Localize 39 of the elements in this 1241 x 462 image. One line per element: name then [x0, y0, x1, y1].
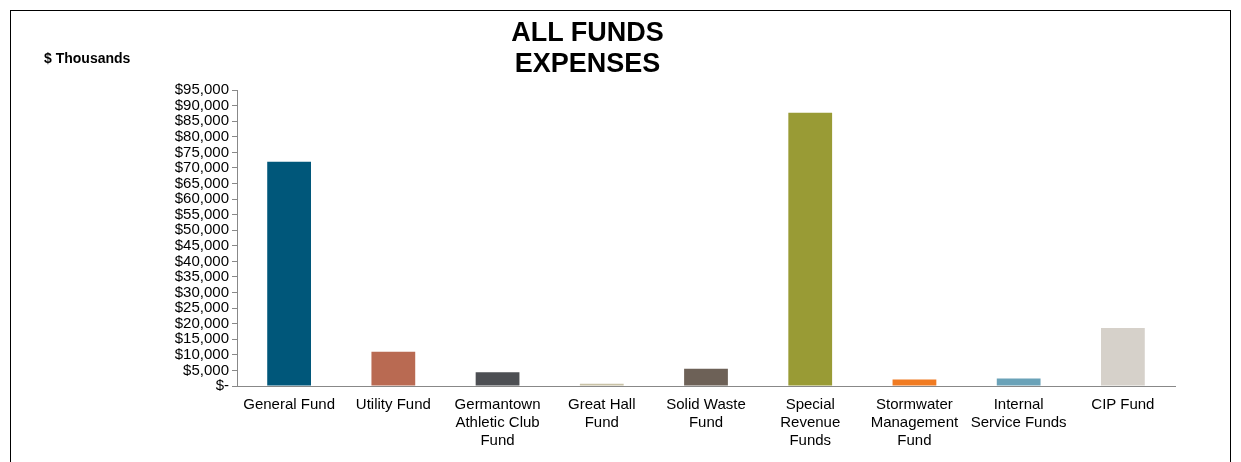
- y-tick-label: $75,000: [174, 142, 229, 160]
- x-tick-label: CIP Fund: [1091, 395, 1155, 413]
- y-tick-label: $5,000: [183, 360, 229, 378]
- y-tick-label: $20,000: [174, 313, 229, 331]
- y-tick-label: $70,000: [174, 158, 229, 176]
- y-tick-label: $85,000: [174, 111, 229, 129]
- x-tick-label: Internal Service Funds: [970, 395, 1067, 431]
- y-tick-label: $25,000: [174, 298, 229, 316]
- bar: [371, 351, 416, 386]
- bar: [475, 372, 520, 386]
- x-tick-label: Germantown Athletic Club Fund: [454, 395, 541, 449]
- bar: [684, 368, 728, 386]
- y-tick-label: $35,000: [174, 267, 229, 285]
- bar: [267, 161, 311, 386]
- y-tick-label: $90,000: [174, 95, 229, 113]
- y-tick-label: $60,000: [174, 189, 229, 207]
- y-tick-label: $65,000: [174, 173, 229, 191]
- x-tick-label: Solid Waste Fund: [666, 395, 746, 431]
- x-tick-label: Utility Fund: [355, 395, 431, 413]
- y-tick-label: $45,000: [174, 235, 229, 253]
- bar: [788, 112, 833, 386]
- y-tick-label: $80,000: [174, 126, 229, 144]
- bar: [996, 378, 1041, 386]
- x-tick-label: Stormwater Management Fund: [870, 395, 960, 449]
- y-axis-title: $ Thousands: [44, 49, 131, 66]
- x-tick-label: General Fund: [243, 395, 335, 413]
- bar: [892, 379, 937, 386]
- chart-title: ALL FUNDS EXPENSES: [511, 16, 664, 79]
- y-tick-label: $30,000: [174, 282, 229, 300]
- y-tick-label: $95,000: [174, 80, 229, 98]
- y-tick-label: $-: [215, 376, 229, 394]
- y-tick-label: $50,000: [174, 220, 229, 238]
- x-tick-label: Special Revenue Funds: [780, 395, 841, 449]
- y-tick-label: $10,000: [174, 344, 229, 362]
- y-tick-label: $55,000: [174, 204, 229, 222]
- bar: [1101, 328, 1145, 386]
- x-tick-label: Great Hall Fund: [568, 395, 636, 431]
- y-tick-label: $15,000: [174, 329, 229, 347]
- y-tick-label: $40,000: [174, 251, 229, 269]
